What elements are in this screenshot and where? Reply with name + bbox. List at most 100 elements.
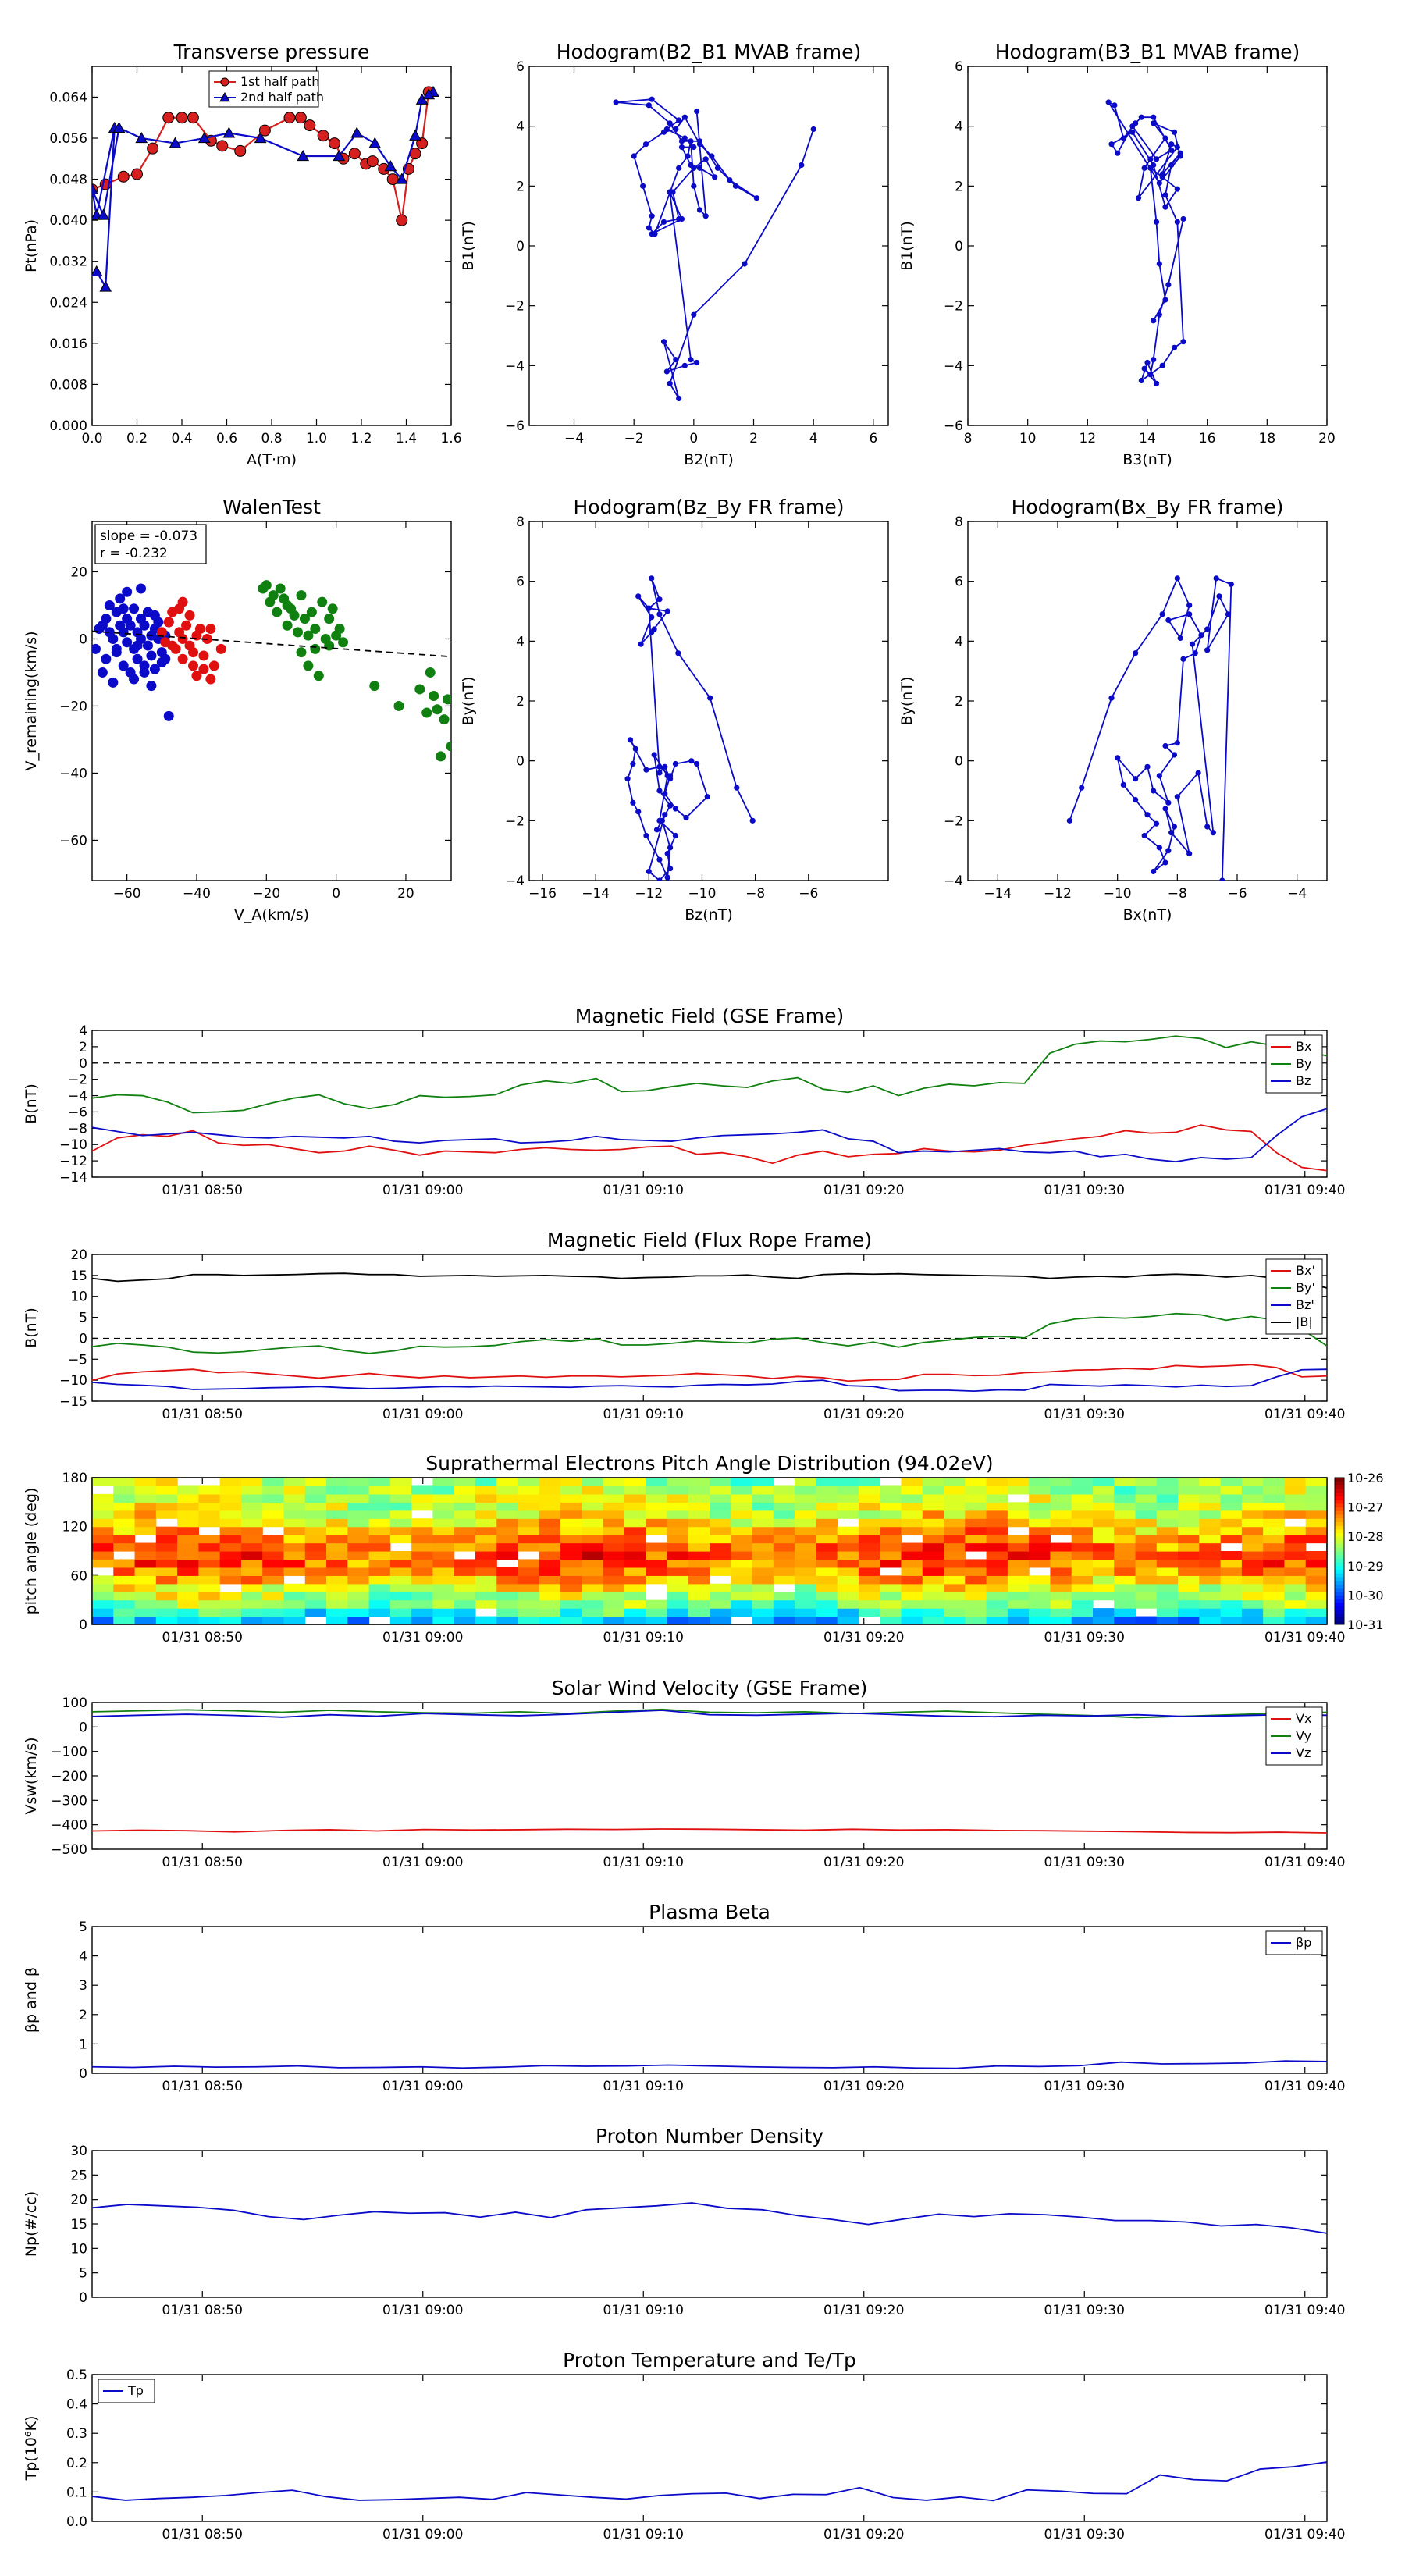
heatmap-cell — [1029, 1599, 1051, 1609]
heatmap-cell — [134, 1592, 157, 1601]
heatmap-cell — [92, 1526, 114, 1535]
heatmap-cell — [134, 1542, 157, 1552]
data-point-green — [296, 647, 307, 658]
heatmap-cell — [1092, 1551, 1115, 1560]
heatmap-cell — [582, 1478, 604, 1487]
heatmap-cell — [1199, 1502, 1222, 1511]
data-point-green — [299, 614, 310, 624]
heatmap-cell — [880, 1502, 902, 1511]
heatmap-cell — [1199, 1485, 1222, 1495]
heatmap-cell — [965, 1599, 987, 1609]
y-tick-label: 1 — [79, 2037, 87, 2052]
heatmap-cell — [858, 1485, 880, 1495]
heatmap-cell — [1135, 1599, 1158, 1609]
y-tick-label: 2 — [79, 2008, 87, 2023]
x-tick-label: 16 — [1199, 431, 1216, 447]
heatmap-cell — [1092, 1518, 1115, 1528]
heatmap-cell — [986, 1592, 1008, 1601]
heatmap-cell — [1305, 1535, 1327, 1544]
heatmap-cell — [816, 1542, 838, 1552]
heatmap-cell — [1114, 1599, 1136, 1609]
heatmap-cell — [177, 1542, 199, 1552]
heatmap-cell — [858, 1592, 880, 1601]
plot-area — [92, 2461, 1327, 2502]
heatmap-cell — [262, 1616, 285, 1624]
heatmap-cell — [1071, 1616, 1094, 1624]
heatmap-cell — [539, 1551, 561, 1560]
heatmap-cell — [1178, 1592, 1200, 1601]
heatmap-cell — [368, 1575, 391, 1585]
heatmap-cell — [901, 1551, 923, 1560]
heatmap-cell — [752, 1616, 774, 1624]
heatmap-cell — [901, 1592, 923, 1601]
heatmap-cell — [1114, 1592, 1136, 1601]
y-tick-label: 0 — [79, 2290, 87, 2306]
data-point — [672, 760, 679, 767]
heatmap-cell — [1029, 1510, 1051, 1519]
data-point — [386, 173, 399, 186]
heatmap-cell — [1220, 1567, 1243, 1576]
data-point-red — [156, 627, 167, 638]
y-tick-label: 30 — [70, 2144, 87, 2159]
heatmap-cell — [1178, 1567, 1200, 1576]
heatmap-cell — [1156, 1559, 1179, 1568]
heatmap-cell — [1029, 1583, 1051, 1592]
chart-title: Hodogram(Bx_By FR frame) — [1012, 496, 1284, 518]
y-tick-label: 0.032 — [49, 254, 87, 270]
heatmap-cell — [922, 1559, 944, 1568]
heatmap-cell — [1029, 1616, 1051, 1624]
heatmap-cell — [1114, 1559, 1136, 1568]
heatmap-cell — [240, 1535, 263, 1544]
data-point — [368, 137, 382, 148]
heatmap-cell — [326, 1575, 348, 1585]
heatmap-cell — [1135, 1567, 1158, 1576]
heatmap-cell — [539, 1502, 561, 1511]
data-point — [409, 129, 422, 141]
heatmap-cell — [1007, 1542, 1030, 1552]
x-tick-label: 01/31 09:30 — [1044, 1855, 1125, 1870]
x-tick-label: 01/31 09:00 — [382, 1855, 463, 1870]
heatmap-cell — [177, 1592, 199, 1601]
heatmap-cell — [986, 1616, 1008, 1624]
y-tick-label: −6 — [944, 418, 963, 434]
data-point — [656, 611, 663, 617]
colorbar-segment — [1335, 1554, 1344, 1559]
legend-label: Bz' — [1296, 1297, 1314, 1312]
heatmap-cell — [922, 1542, 944, 1552]
heatmap-cell — [496, 1575, 519, 1585]
heatmap-cell — [582, 1559, 604, 1568]
data-point — [1162, 742, 1168, 749]
heatmap-cell — [795, 1510, 816, 1519]
x-tick-label: 8 — [964, 431, 973, 447]
heatmap-cell — [92, 1502, 114, 1511]
heatmap-cell — [667, 1542, 689, 1552]
heatmap-cell — [1114, 1510, 1136, 1519]
heatmap-cell — [134, 1510, 157, 1519]
heatmap-cell — [1220, 1478, 1243, 1487]
data-point-blue — [97, 620, 108, 631]
heatmap-cell — [773, 1616, 795, 1624]
heatmap-cell — [1241, 1510, 1264, 1519]
heatmap-cell — [1092, 1608, 1115, 1617]
data-point — [1180, 656, 1186, 662]
data-point — [685, 153, 691, 159]
heatmap-cell — [198, 1599, 221, 1609]
heatmap-cell — [134, 1608, 157, 1617]
data-point — [664, 608, 670, 614]
y-tick-label: 0 — [79, 2066, 87, 2082]
y-tick-label: 15 — [70, 2217, 87, 2233]
heatmap-cell — [560, 1608, 582, 1617]
data-point-blue — [156, 657, 167, 668]
heatmap-cell — [688, 1502, 710, 1511]
heatmap-cell — [1071, 1608, 1094, 1617]
chart-title: Suprathermal Electrons Pitch Angle Distr… — [425, 1452, 993, 1475]
heatmap-cell — [1241, 1567, 1264, 1576]
heatmap-cell — [688, 1478, 710, 1487]
heatmap-cell — [411, 1559, 434, 1568]
y-tick-label: −2 — [505, 813, 525, 829]
heatmap-cell — [858, 1535, 880, 1544]
heatmap-cell — [922, 1510, 944, 1519]
